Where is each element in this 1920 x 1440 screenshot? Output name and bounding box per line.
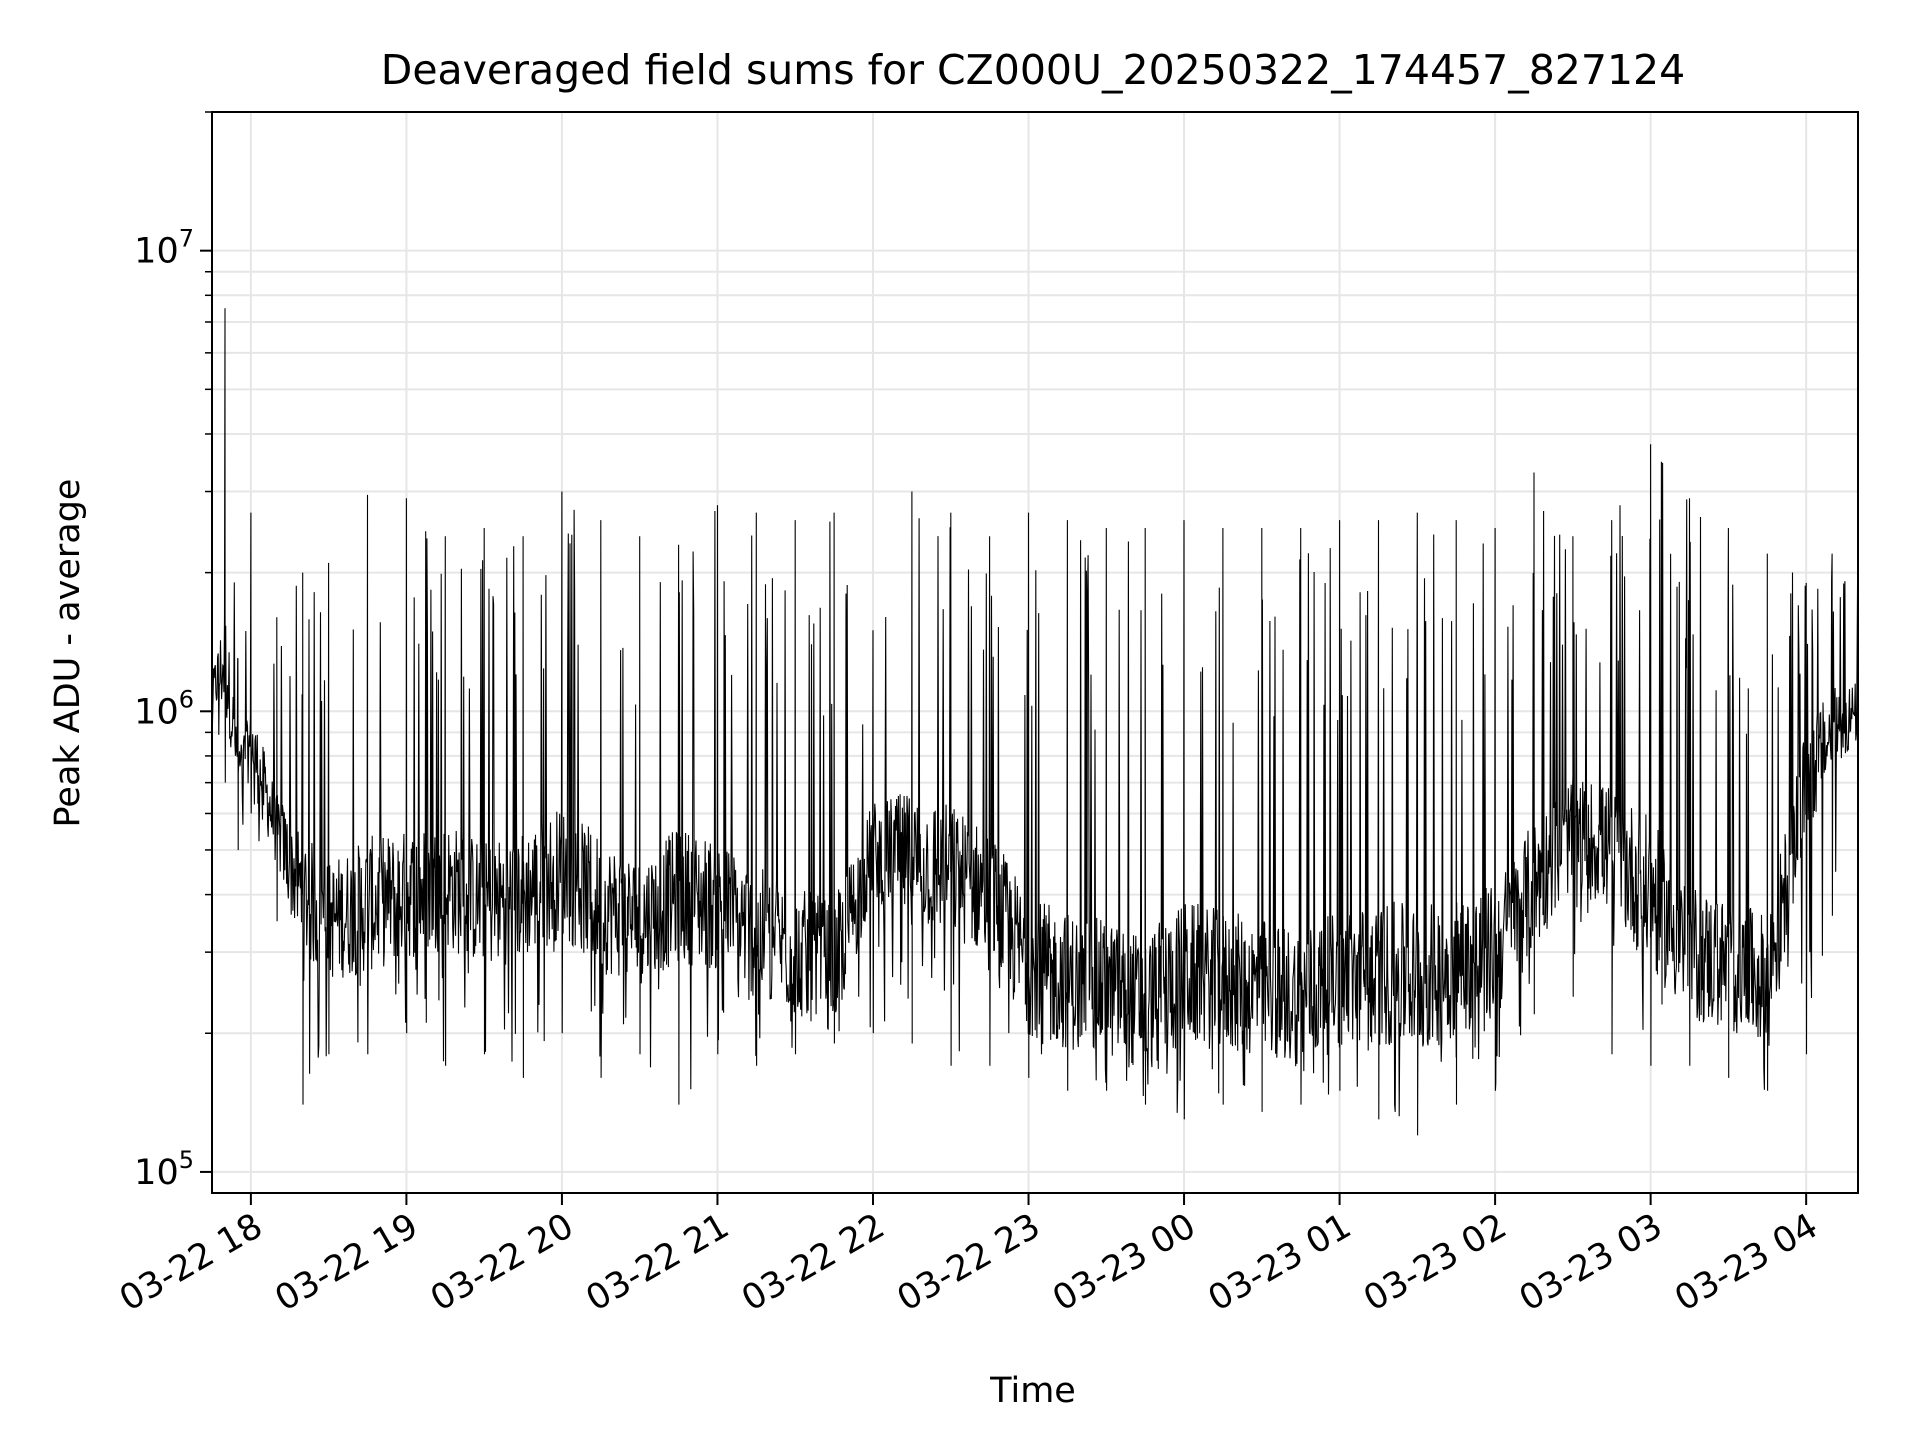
y-tick-label: 105 <box>134 1146 194 1193</box>
y-axis-label: Peak ADU - average <box>48 479 88 828</box>
series-path <box>211 308 1859 1136</box>
series-line <box>211 308 1859 1136</box>
chart-title: Deaveraged field sums for CZ000U_2025032… <box>381 46 1685 94</box>
x-axis-label: Time <box>989 1371 1076 1411</box>
y-tick-label: 107 <box>134 225 194 272</box>
y-tick-label: 106 <box>134 685 194 732</box>
plot-area-frame <box>211 111 1859 1194</box>
